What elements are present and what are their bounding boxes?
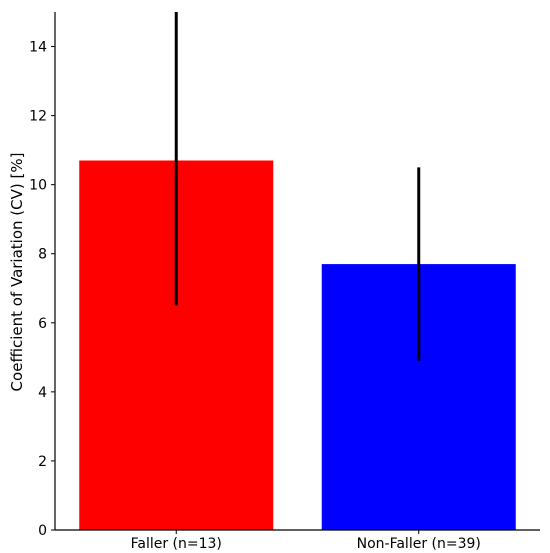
y-tick-label-4: 4 <box>38 385 47 401</box>
y-tick-label-0: 0 <box>38 523 47 539</box>
x-axis: Faller (n=13) Non-Faller (n=39) <box>55 529 540 552</box>
y-axis: 0 2 4 6 8 10 12 14 <box>29 12 56 539</box>
y-tick-label-8: 8 <box>38 247 47 263</box>
x-tick-label-2: Non-Faller (n=39) <box>357 536 481 552</box>
plot-area <box>79 12 516 530</box>
y-axis-title: Coefficient of Variation (CV) [%] <box>8 153 26 392</box>
y-tick-label-2: 2 <box>38 454 47 470</box>
x-tick-label-1: Faller (n=13) <box>131 536 222 552</box>
y-tick-label-6: 6 <box>38 316 47 332</box>
y-tick-label-10: 10 <box>29 178 47 194</box>
y-tick-label-12: 12 <box>29 109 47 125</box>
y-tick-label-14: 14 <box>29 40 47 56</box>
